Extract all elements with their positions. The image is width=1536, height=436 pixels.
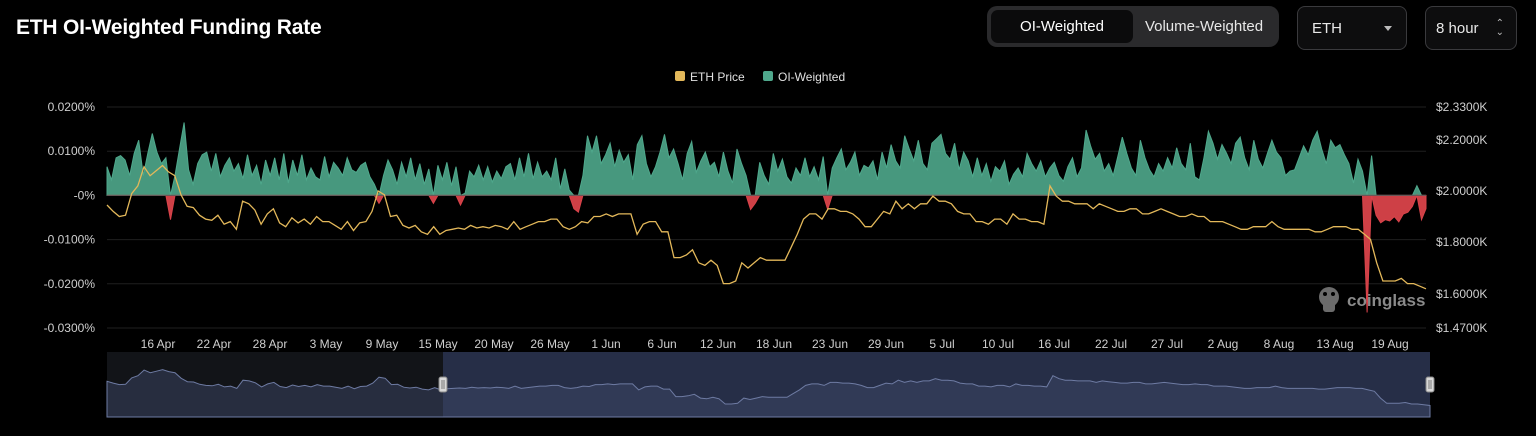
y-left-tick-label: -0.0200% — [44, 277, 96, 291]
legend-item[interactable]: OI-Weighted — [763, 70, 845, 84]
x-tick-label: 8 Aug — [1264, 337, 1295, 351]
x-tick-label: 28 Apr — [253, 337, 288, 351]
page-title: ETH OI-Weighted Funding Rate — [16, 16, 322, 39]
legend-swatch — [763, 71, 773, 81]
x-tick-label: 9 May — [366, 337, 399, 351]
y-right-tick-label: $2.2000K — [1436, 133, 1487, 147]
x-tick-label: 16 Apr — [141, 337, 176, 351]
navigator-handle-left[interactable] — [438, 376, 448, 393]
tab-volume-weighted[interactable]: Volume-Weighted — [1144, 18, 1264, 35]
y-left-tick-label: 0.0200% — [48, 100, 96, 114]
y-left-tick-label: -0.0100% — [44, 233, 96, 247]
coinglass-watermark: coinglass — [1319, 287, 1425, 312]
x-tick-label: 2 Aug — [1208, 337, 1239, 351]
navigator-series — [106, 369, 1431, 418]
oi-weighted-positive-area — [106, 122, 1426, 198]
x-tick-label: 18 Jun — [756, 337, 792, 351]
y-right-tick-label: $1.4700K — [1436, 321, 1487, 335]
x-tick-label: 19 Aug — [1371, 337, 1408, 351]
x-tick-label: 20 May — [474, 337, 513, 351]
x-tick-label: 23 Jun — [812, 337, 848, 351]
x-tick-label: 1 Jun — [591, 337, 620, 351]
y-left-tick-label: -0.0300% — [44, 321, 96, 335]
tab-oi-weighted[interactable]: OI-Weighted — [991, 10, 1133, 43]
caret-down-icon — [1384, 26, 1392, 31]
legend-label: OI-Weighted — [778, 70, 845, 84]
handle-grip-icon — [1425, 376, 1435, 393]
y-right-tick-label: $1.8000K — [1436, 235, 1487, 249]
asset-select[interactable]: ETH — [1297, 6, 1407, 50]
x-tick-label: 29 Jun — [868, 337, 904, 351]
y-right-tick-label: $2.3300K — [1436, 100, 1487, 114]
y-left-tick-label: -0% — [74, 188, 96, 202]
x-tick-label: 22 Jul — [1095, 337, 1127, 351]
weighting-toggle: OI-Weighted Volume-Weighted — [987, 6, 1279, 47]
x-tick-label: 5 Jul — [929, 337, 954, 351]
x-tick-label: 13 Aug — [1316, 337, 1353, 351]
eth-price-line — [106, 164, 1427, 290]
up-down-chevron-icon: ⌃ ⌄ — [1495, 18, 1504, 38]
x-tick-label: 15 May — [418, 337, 457, 351]
legend-swatch — [675, 71, 685, 81]
legend-label: ETH Price — [690, 70, 745, 84]
handle-grip-icon — [438, 376, 448, 393]
range-navigator[interactable] — [106, 352, 1435, 418]
legend-item[interactable]: ETH Price — [675, 70, 745, 84]
x-tick-label: 27 Jul — [1151, 337, 1183, 351]
x-tick-label: 6 Jun — [647, 337, 676, 351]
x-tick-label: 12 Jun — [700, 337, 736, 351]
interval-select[interactable]: 8 hour ⌃ ⌄ — [1425, 6, 1517, 50]
y-right-tick-label: $1.6000K — [1436, 287, 1487, 301]
y-left-tick-label: 0.0100% — [48, 144, 96, 158]
x-tick-label: 10 Jul — [982, 337, 1014, 351]
x-tick-label: 26 May — [530, 337, 569, 351]
x-tick-label: 16 Jul — [1038, 337, 1070, 351]
navigator-handle-right[interactable] — [1425, 376, 1435, 393]
x-tick-label: 3 May — [310, 337, 343, 351]
coinglass-logo-icon — [1319, 287, 1339, 312]
interval-select-value: 8 hour — [1436, 19, 1479, 37]
x-tick-label: 22 Apr — [197, 337, 232, 351]
y-right-tick-label: $2.0000K — [1436, 184, 1487, 198]
asset-select-value: ETH — [1312, 19, 1342, 37]
oi-weighted-negative-area — [107, 193, 1427, 313]
watermark-text: coinglass — [1347, 291, 1425, 310]
